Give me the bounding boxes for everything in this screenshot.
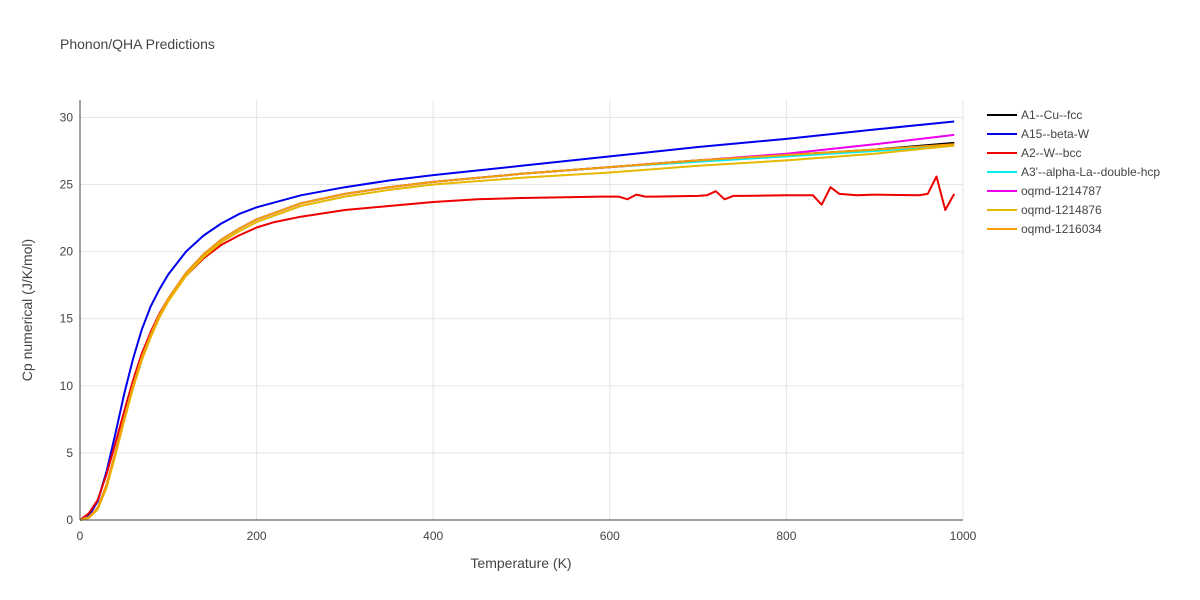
series-line-6[interactable] [79, 143, 955, 521]
y-tick-label: 25 [60, 178, 74, 192]
y-tick-label: 5 [66, 446, 73, 460]
y-tick-label: 30 [60, 110, 74, 124]
x-axis-title: Temperature (K) [470, 555, 571, 571]
legend-label: oqmd-1214787 [1021, 184, 1102, 198]
y-tick-label: 10 [60, 379, 74, 393]
y-tick-label: 0 [66, 513, 73, 527]
legend-label: oqmd-1216034 [1021, 222, 1102, 236]
x-tick-label: 800 [776, 529, 796, 543]
series-line-4[interactable] [79, 133, 955, 521]
legend-label: A2--W--bcc [1021, 146, 1081, 160]
x-tick-label: 400 [423, 529, 443, 543]
legend-label: A1--Cu--fcc [1021, 108, 1082, 122]
x-tick-label: 0 [77, 529, 84, 543]
legend-label: oqmd-1214876 [1021, 203, 1102, 217]
legend[interactable]: A1--Cu--fcc A15--beta-W A2--W--bcc A3'--alp… [987, 108, 1160, 236]
x-tick-label: 1000 [950, 529, 977, 543]
x-tick-label: 600 [600, 529, 620, 543]
legend-label: A15--beta-W [1021, 127, 1090, 141]
series-line-1[interactable] [79, 120, 955, 521]
plot-area[interactable] [79, 120, 956, 521]
legend-item-1[interactable]: A15--beta-W [987, 127, 1090, 141]
legend-item-5[interactable]: oqmd-1214876 [987, 203, 1102, 217]
y-tick-label: 20 [60, 245, 74, 259]
legend-item-2[interactable]: A2--W--bcc [987, 146, 1081, 160]
legend-item-3[interactable]: A3'--alpha-La--double-hcp [987, 165, 1160, 179]
y-tick-label: 15 [60, 312, 74, 326]
series-line-0[interactable] [79, 141, 955, 521]
legend-item-4[interactable]: oqmd-1214787 [987, 184, 1102, 198]
legend-item-0[interactable]: A1--Cu--fcc [987, 108, 1082, 122]
grid [80, 100, 964, 520]
legend-label: A3'--alpha-La--double-hcp [1021, 165, 1160, 179]
x-tick-label: 200 [247, 529, 267, 543]
y-axis-title: Cp numerical (J/K/mol) [19, 239, 35, 381]
axes: 0 200 400 600 800 1000 0 5 10 15 20 25 30 [60, 100, 977, 543]
chart-title: Phonon/QHA Predictions [60, 36, 215, 52]
series-line-2[interactable] [79, 175, 956, 521]
legend-item-6[interactable]: oqmd-1216034 [987, 222, 1102, 236]
